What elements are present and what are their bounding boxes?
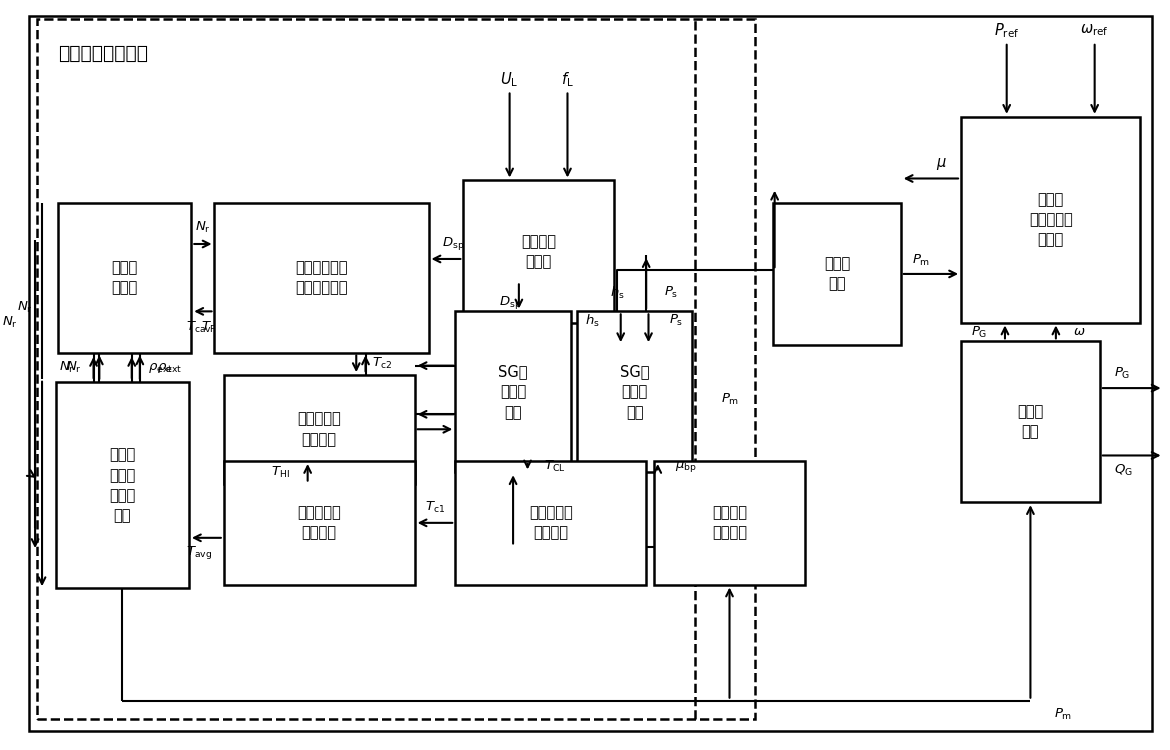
Text: $h_{\rm s}$: $h_{\rm s}$ (610, 284, 625, 301)
Bar (961, 341, 1100, 502)
Bar (577, 311, 693, 472)
Bar (455, 461, 646, 584)
Text: SG一
回路侧
模块: SG一 回路侧 模块 (498, 364, 528, 420)
Text: $D_{\rm sp}$: $D_{\rm sp}$ (442, 236, 464, 253)
Text: $N_{\rm r}$: $N_{\rm r}$ (2, 315, 18, 330)
Text: $\mu_{\rm bp}$: $\mu_{\rm bp}$ (675, 459, 697, 474)
Bar (214, 202, 428, 352)
Bar (463, 180, 614, 322)
Text: 发电机
模块: 发电机 模块 (1017, 404, 1044, 439)
Text: 一回路平均
温度模块: 一回路平均 温度模块 (297, 506, 342, 541)
Text: $N_{\rm r}$: $N_{\rm r}$ (195, 220, 211, 235)
Text: $T_{\rm cav}$: $T_{\rm cav}$ (186, 320, 213, 335)
Text: $N_{\rm r}$: $N_{\rm r}$ (60, 360, 75, 375)
Bar (58, 202, 192, 352)
Text: 堆芯燃料及冷
却剂温度模块: 堆芯燃料及冷 却剂温度模块 (295, 260, 347, 296)
Text: 汽轮机
电液调速系
统模块: 汽轮机 电液调速系 统模块 (1028, 192, 1073, 248)
Text: $N_{\rm r}$: $N_{\rm r}$ (67, 360, 82, 375)
Text: 冷却剂热线
温度模块: 冷却剂热线 温度模块 (297, 412, 342, 447)
Text: $P_{\rm m}$: $P_{\rm m}$ (1053, 706, 1072, 722)
Text: $P_{\rm G}$: $P_{\rm G}$ (1114, 365, 1130, 381)
Text: $T_{\rm HI}$: $T_{\rm HI}$ (271, 465, 290, 480)
Text: $P_{\rm m}$: $P_{\rm m}$ (913, 253, 930, 268)
Text: $T_{\rm F}$: $T_{\rm F}$ (200, 320, 215, 335)
Bar (654, 461, 805, 584)
Text: $\rho_{\rm ext}$: $\rho_{\rm ext}$ (147, 361, 173, 374)
Text: $\mu$: $\mu$ (936, 155, 947, 172)
Text: 旁路调节
系统模块: 旁路调节 系统模块 (713, 506, 746, 541)
Bar (455, 311, 571, 472)
Text: $T_{\rm c2}$: $T_{\rm c2}$ (372, 356, 393, 371)
Text: 压水堆一回路系统: 压水堆一回路系统 (58, 44, 149, 62)
Text: $P_{\rm s}$: $P_{\rm s}$ (669, 314, 683, 328)
Text: SG二
回路侧
模块: SG二 回路侧 模块 (620, 364, 649, 420)
Text: 汽轮机
模块: 汽轮机 模块 (824, 256, 851, 292)
Bar (37, 20, 755, 719)
Text: $T_{\rm avg}$: $T_{\rm avg}$ (186, 544, 212, 561)
Text: $\omega_{\rm ref}$: $\omega_{\rm ref}$ (1080, 22, 1109, 38)
Text: $\rho_{\rm ext}$: $\rho_{\rm ext}$ (157, 361, 183, 374)
Text: $D_{\rm sp}$: $D_{\rm sp}$ (498, 293, 521, 310)
Text: $Q_{\rm G}$: $Q_{\rm G}$ (1114, 463, 1133, 478)
Text: $T_{\rm c1}$: $T_{\rm c1}$ (425, 500, 445, 515)
Text: $N_{\rm r}$: $N_{\rm r}$ (18, 300, 33, 315)
Text: 中子动
态模块: 中子动 态模块 (111, 260, 138, 296)
Bar (223, 375, 414, 484)
Bar (773, 202, 901, 345)
Text: $h_{\rm s}$: $h_{\rm s}$ (585, 313, 600, 328)
Text: $U_{\rm L}$: $U_{\rm L}$ (501, 70, 518, 88)
Text: $P_{\rm m}$: $P_{\rm m}$ (722, 392, 739, 407)
Bar (961, 117, 1141, 322)
Text: $\omega$: $\omega$ (1073, 326, 1086, 338)
Text: 冷却剂冷线
温度模块: 冷却剂冷线 温度模块 (529, 506, 572, 541)
Text: $P_{\rm s}$: $P_{\rm s}$ (663, 285, 677, 300)
Bar (223, 461, 414, 584)
Text: 反应堆
功率控
制系统
模块: 反应堆 功率控 制系统 模块 (109, 447, 136, 524)
Text: 冷却剂主
泵模块: 冷却剂主 泵模块 (521, 234, 556, 269)
Text: $T_{\rm CL}$: $T_{\rm CL}$ (544, 459, 565, 474)
Text: $P_{\rm ref}$: $P_{\rm ref}$ (994, 21, 1019, 40)
Text: $f_{\rm L}$: $f_{\rm L}$ (562, 70, 573, 88)
Text: $P_{\rm G}$: $P_{\rm G}$ (971, 325, 987, 340)
Bar (56, 382, 190, 588)
